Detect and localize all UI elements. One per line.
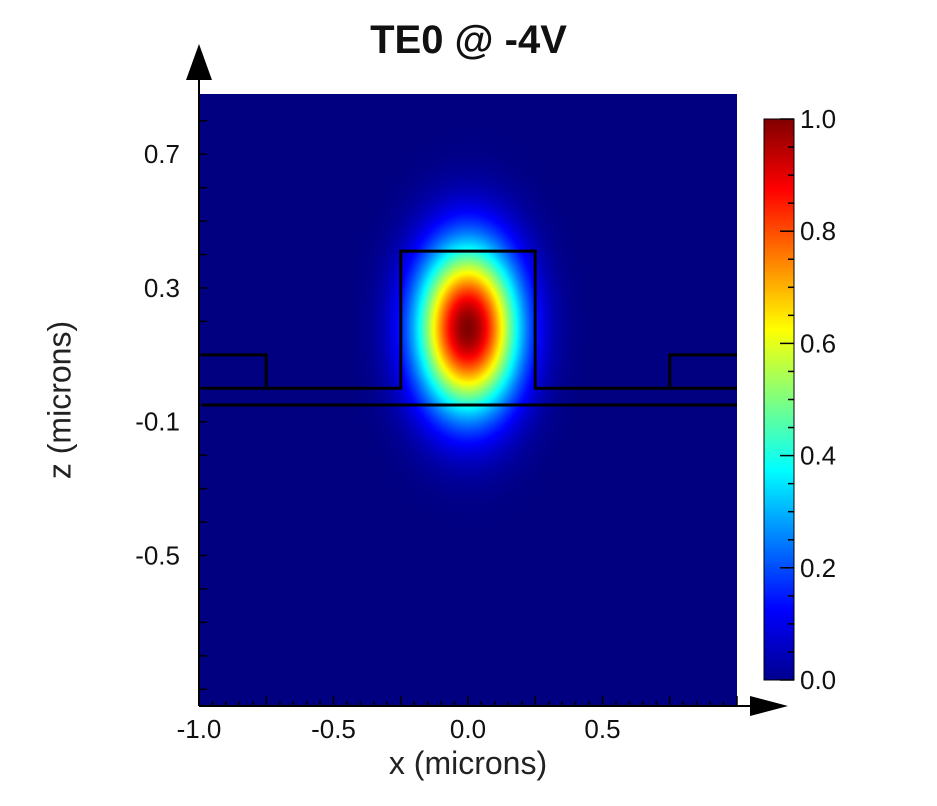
colorbar-tick-label: 0.4 <box>800 441 836 471</box>
chart-title: TE0 @ -4V <box>370 18 567 62</box>
colorbar-tick-label: 0.6 <box>800 328 836 358</box>
mode-field-heatmap <box>199 94 737 706</box>
z-axis-label: z (microns) <box>41 320 78 480</box>
colorbar-tick-label: 1.0 <box>800 104 836 134</box>
x-axis-arrow-icon <box>750 696 788 716</box>
z-tick-label: 0.3 <box>144 273 180 303</box>
colorbar-tick-label: 0.2 <box>800 553 836 583</box>
z-axis-arrow-icon <box>186 44 212 80</box>
colorbar-ticks: 1.0 0.8 0.6 0.4 0.2 0.0 <box>780 104 836 695</box>
x-tick-label: -1.0 <box>177 714 222 744</box>
x-tick-label: -0.5 <box>311 714 356 744</box>
x-axis-label: x (microns) <box>388 745 548 781</box>
side-step-outline <box>668 353 737 389</box>
x-ticks: -1.0 -0.5 0.0 0.5 <box>177 696 738 744</box>
rib-outline <box>201 249 737 390</box>
waveguide-outline <box>201 249 737 407</box>
x-tick-label: 0.5 <box>584 714 620 744</box>
z-tick-label: 0.7 <box>144 139 180 169</box>
colorbar-tick-label: 0.8 <box>800 216 836 246</box>
colorbar-tick-label: 0.0 <box>800 665 836 695</box>
x-tick-label: 0.0 <box>450 714 486 744</box>
z-tick-label: -0.5 <box>135 541 180 571</box>
z-ticks: 0.7 0.3 -0.1 -0.5 <box>135 120 207 691</box>
z-tick-label: -0.1 <box>135 407 180 437</box>
side-step-outline <box>201 353 268 389</box>
